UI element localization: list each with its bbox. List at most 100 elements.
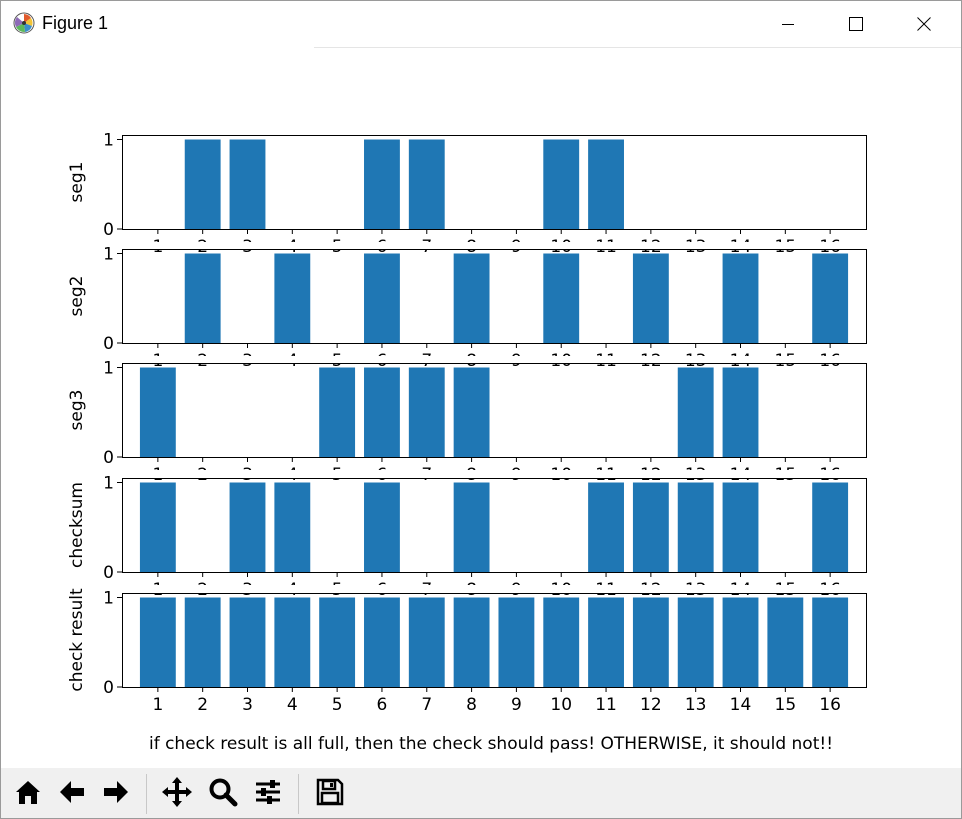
y-axis-label: seg2 bbox=[67, 276, 87, 317]
bar bbox=[139, 482, 176, 572]
y-tick-label: 1 bbox=[103, 359, 114, 379]
bar bbox=[632, 253, 669, 343]
y-tick-label: 0 bbox=[103, 220, 114, 240]
x-tick-label: 14 bbox=[730, 695, 752, 715]
pan-icon bbox=[161, 776, 193, 812]
axes-frame bbox=[122, 135, 867, 230]
bar bbox=[319, 367, 356, 457]
x-tick-label: 12 bbox=[640, 695, 662, 715]
navigation-toolbar bbox=[1, 768, 961, 818]
y-axis-label: seg3 bbox=[67, 390, 87, 431]
bar bbox=[453, 253, 490, 343]
minimize-button[interactable] bbox=[758, 1, 818, 47]
minimize-icon bbox=[781, 17, 795, 31]
x-tick-label: 11 bbox=[595, 695, 617, 715]
bar bbox=[408, 367, 445, 457]
bar bbox=[767, 597, 804, 687]
maximize-icon bbox=[849, 17, 863, 31]
bar bbox=[543, 139, 580, 229]
close-button[interactable] bbox=[894, 1, 954, 47]
x-tick-label: 10 bbox=[550, 695, 572, 715]
back-button[interactable] bbox=[53, 775, 91, 813]
subplots-config-button[interactable] bbox=[249, 775, 287, 813]
x-tick-label: 13 bbox=[685, 695, 707, 715]
bar bbox=[364, 139, 400, 229]
bar bbox=[453, 597, 490, 687]
x-tick-label: 6 bbox=[377, 695, 388, 715]
pan-button[interactable] bbox=[158, 775, 196, 813]
figure-canvas[interactable]: 0112345678910111213141516seg101123456789… bbox=[1, 48, 961, 768]
y-tick-label: 0 bbox=[103, 334, 114, 354]
bar bbox=[364, 597, 400, 687]
home-button[interactable] bbox=[9, 775, 47, 813]
bar bbox=[632, 597, 669, 687]
x-tick-label: 16 bbox=[819, 695, 841, 715]
y-axis-label: seg1 bbox=[67, 162, 87, 203]
title-bar[interactable]: Figure 1 bbox=[1, 1, 961, 47]
y-axis-label: check result bbox=[67, 588, 87, 692]
bar bbox=[722, 482, 759, 572]
window-title: Figure 1 bbox=[42, 13, 109, 33]
bar bbox=[274, 482, 311, 572]
home-icon bbox=[13, 777, 43, 811]
subplot-gap bbox=[121, 470, 868, 478]
bar bbox=[543, 253, 580, 343]
x-tick-label: 8 bbox=[466, 695, 477, 715]
toolbar-separator bbox=[298, 774, 299, 814]
bar bbox=[722, 597, 759, 687]
bar bbox=[319, 597, 356, 687]
bar bbox=[588, 139, 624, 229]
subplot-gap bbox=[121, 242, 868, 249]
forward-button[interactable] bbox=[97, 775, 135, 813]
bar bbox=[274, 597, 311, 687]
zoom-icon bbox=[208, 777, 238, 811]
chart-svg: 0112345678910111213141516seg101123456789… bbox=[67, 131, 868, 754]
title-divider bbox=[314, 47, 961, 48]
bar bbox=[364, 253, 400, 343]
toolbar-separator bbox=[146, 774, 147, 814]
x-tick-label: 2 bbox=[197, 695, 208, 715]
x-axis-label: if check result is all full, then the ch… bbox=[149, 734, 833, 754]
bar bbox=[588, 597, 624, 687]
bar bbox=[722, 253, 759, 343]
bar bbox=[453, 482, 490, 572]
bar bbox=[184, 597, 221, 687]
x-tick-label: 5 bbox=[332, 695, 343, 715]
bar bbox=[677, 367, 714, 457]
bar bbox=[184, 139, 221, 229]
y-tick-label: 1 bbox=[103, 589, 114, 609]
subplot-gap bbox=[121, 356, 868, 363]
bar bbox=[274, 253, 311, 343]
forward-arrow-icon bbox=[101, 777, 131, 811]
bar bbox=[588, 482, 624, 572]
bar bbox=[364, 482, 400, 572]
save-icon bbox=[315, 777, 345, 811]
y-tick-label: 0 bbox=[103, 678, 114, 698]
bar bbox=[498, 597, 535, 687]
bar bbox=[812, 597, 849, 687]
x-tick-label: 3 bbox=[242, 695, 253, 715]
bar bbox=[229, 139, 266, 229]
bar bbox=[812, 253, 849, 343]
y-tick-label: 0 bbox=[103, 563, 114, 583]
save-button[interactable] bbox=[311, 775, 349, 813]
y-tick-label: 1 bbox=[103, 474, 114, 494]
subplot-gap bbox=[121, 585, 868, 593]
zoom-button[interactable] bbox=[204, 775, 242, 813]
bar bbox=[139, 367, 176, 457]
matplotlib-icon bbox=[13, 12, 35, 34]
bar bbox=[812, 482, 849, 572]
bar bbox=[722, 367, 759, 457]
x-tick-label: 9 bbox=[511, 695, 522, 715]
maximize-button[interactable] bbox=[826, 1, 886, 47]
x-tick-label: 1 bbox=[152, 695, 163, 715]
bar bbox=[408, 597, 445, 687]
bar bbox=[677, 482, 714, 572]
x-tick-label: 15 bbox=[775, 695, 797, 715]
y-tick-label: 0 bbox=[103, 448, 114, 468]
close-icon bbox=[917, 17, 931, 31]
bar bbox=[184, 253, 221, 343]
y-tick-label: 1 bbox=[103, 131, 114, 151]
bar bbox=[453, 367, 490, 457]
